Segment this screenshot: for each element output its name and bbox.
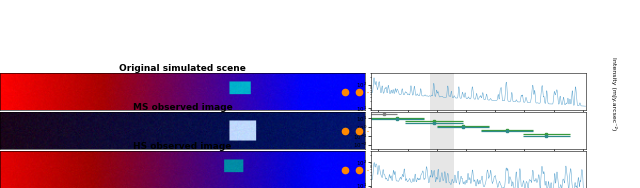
Bar [429,112,454,149]
Title: HS observed image: HS observed image [133,142,232,151]
Title: MS observed image: MS observed image [132,103,232,112]
Title: Original simulated scene: Original simulated scene [119,64,246,73]
Text: Intensity (mJy.arcsec⁻²): Intensity (mJy.arcsec⁻²) [611,57,618,131]
Bar [429,73,454,110]
Bar [429,151,454,188]
